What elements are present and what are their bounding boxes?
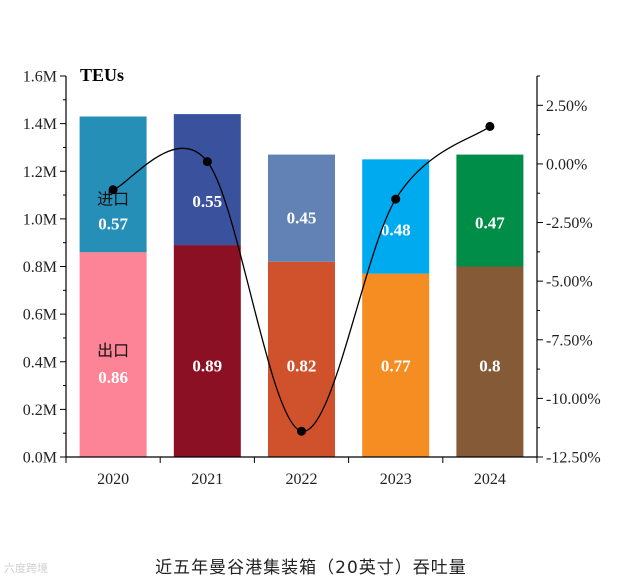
bar-series1-2024: [456, 154, 524, 267]
data-label-series1-2022: 0.45: [287, 209, 317, 228]
data-label-series0-2020: 0.86: [98, 368, 128, 387]
bar-series0-2024: [456, 266, 524, 457]
y-tick-label-0.4M: 0.4M: [23, 354, 57, 371]
bar-series1-2022: [268, 154, 335, 262]
y2-tick-label-0.00%: 0.00%: [546, 156, 587, 173]
x-tick-label-2022: 2022: [286, 471, 318, 488]
x-tick-label-2024: 2024: [474, 471, 506, 488]
unit-label: TEUs: [80, 65, 124, 85]
y2-tick-label--10.00%: -10.00%: [546, 391, 601, 408]
data-label-series0-2022: 0.82: [287, 356, 317, 375]
data-label-series1-2024: 0.47: [475, 213, 505, 232]
y2-tick-label--5.00%: -5.00%: [546, 274, 593, 291]
y2-tick-label--2.50%: -2.50%: [546, 215, 593, 232]
bar-series1-2021: [173, 114, 241, 246]
y2-tick-label--7.50%: -7.50%: [546, 332, 593, 349]
data-label-series1-2023: 0.48: [381, 221, 411, 240]
growth-point-2021: [202, 157, 212, 167]
bar-series0-2022: [268, 261, 335, 457]
y-tick-label-0.0M: 0.0M: [23, 450, 57, 467]
series-label-export: 出口: [97, 341, 129, 360]
data-label-series1-2021: 0.55: [192, 192, 222, 211]
y-tick-label-0.6M: 0.6M: [23, 307, 57, 324]
y2-tick-label--12.50%: -12.50%: [546, 450, 601, 467]
y-tick-label-0.8M: 0.8M: [23, 259, 57, 276]
x-tick-label-2021: 2021: [191, 471, 223, 488]
growth-point-2022: [297, 426, 306, 436]
y-tick-label-1.0M: 1.0M: [23, 211, 57, 228]
watermark: 六度跨境: [4, 562, 48, 575]
y-tick-label-1.4M: 1.4M: [23, 116, 57, 133]
chart-caption: 近五年曼谷港集装箱（20英寸）吞吐量: [155, 558, 467, 578]
x-tick-label-2020: 2020: [97, 471, 129, 488]
y-tick-label-0.2M: 0.2M: [23, 402, 57, 419]
y-tick-label-1.2M: 1.2M: [23, 164, 57, 181]
data-label-series0-2023: 0.77: [381, 356, 411, 375]
bar-series0-2021: [173, 245, 241, 457]
bar-series1-2020: [79, 116, 147, 253]
bar-series0-2023: [362, 273, 430, 457]
data-label-series0-2021: 0.89: [192, 356, 222, 375]
series-label-import: 进口: [97, 190, 129, 209]
data-label-series1-2020: 0.57: [98, 215, 128, 234]
y-tick-label-1.6M: 1.6M: [23, 69, 57, 86]
growth-point-2023: [391, 194, 401, 204]
chart: 0.86 0.89 0.82 0.77 0.8 0.57 0.55 0.45 0.48 0.47 出…: [23, 65, 601, 488]
data-label-series0-2024: 0.8: [479, 356, 500, 375]
growth-point-2024: [485, 121, 495, 131]
growth-point-2020: [108, 185, 118, 195]
bar-series0-2020: [79, 252, 147, 457]
y2-tick-label-2.50%: 2.50%: [546, 98, 587, 115]
x-tick-label-2023: 2023: [380, 471, 412, 488]
